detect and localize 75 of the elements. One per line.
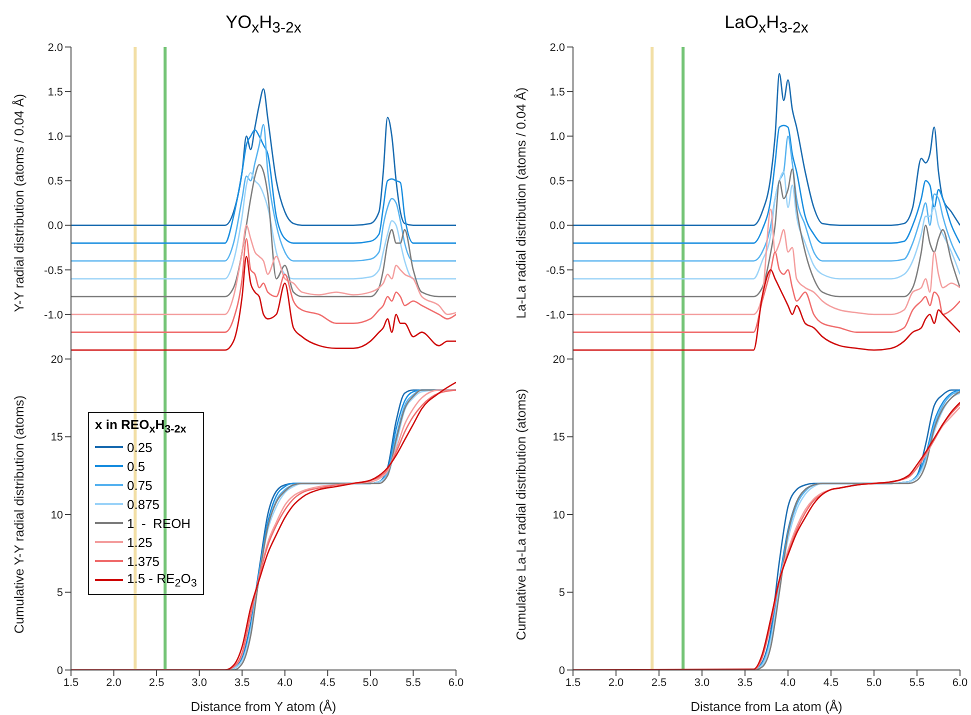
y-tick-label: 20: [50, 354, 63, 366]
line-series: [573, 171, 960, 280]
line-series: [71, 124, 456, 262]
legend-title: x in REO$_{x}$H$_{3-2x}$: [95, 417, 188, 436]
legend-label: 1 - REOH: [127, 516, 191, 531]
x-tick-label: 5.5: [909, 676, 925, 689]
y-tick-label: 20: [552, 354, 565, 366]
y-tick-label: 0.5: [48, 176, 63, 188]
x-tick-label: 5.0: [866, 676, 882, 689]
x-tick-label: 4.5: [320, 676, 336, 689]
line-series: [573, 269, 960, 351]
line-series: [573, 124, 960, 244]
y-tick-label: 1.0: [550, 131, 565, 144]
line-series: [573, 168, 960, 298]
line-series: [71, 238, 456, 333]
y-tick-label: 5: [558, 587, 565, 600]
x-tick-label: 6.0: [952, 676, 968, 689]
x-tick-label: 4.0: [780, 676, 796, 689]
line-series: [71, 224, 456, 316]
y-tick-label: 10: [552, 509, 565, 522]
y-axis-title: Cumulative La-La radial distribution (atoms): [514, 388, 528, 640]
y-tick-label: 10: [50, 509, 63, 522]
line-series: [71, 256, 456, 351]
x-tick-label: 4.0: [277, 676, 293, 689]
x-axis-title: Distance from La atom (Å): [690, 699, 842, 714]
line-series: [573, 135, 960, 262]
x-tick-label: 2.0: [608, 676, 624, 689]
y-tick-label: -0.5: [44, 264, 63, 277]
line-series: [573, 251, 960, 333]
line-series: [71, 164, 456, 298]
line-series: [71, 129, 456, 244]
line-series: [573, 73, 960, 226]
legend-label: 0.5: [127, 458, 146, 474]
y-tick-label: -0.5: [546, 264, 565, 277]
line-series: [71, 172, 456, 280]
y-axis-title: Cumulative Y-Y radial distribution (atoms): [12, 395, 26, 634]
y-tick-label: 0.0: [550, 220, 565, 232]
x-tick-label: 3.5: [234, 676, 250, 689]
x-tick-label: 2.5: [651, 676, 667, 689]
y-axis-title: Y-Y radial distribution (atoms / 0.04 Å): [12, 94, 26, 312]
y-tick-label: 0: [558, 664, 565, 677]
line-series: [71, 88, 456, 226]
legend-label: 0.75: [127, 478, 152, 493]
line-series: [573, 208, 960, 316]
x-tick-label: 2.0: [106, 676, 122, 689]
y-tick-label: 1.0: [48, 131, 63, 144]
y-tick-label: 1.5: [48, 86, 63, 98]
y-tick-label: 15: [50, 432, 63, 444]
y-tick-label: 0.0: [48, 220, 63, 232]
y-tick-label: 2.0: [48, 42, 63, 54]
x-tick-label: 5.5: [406, 676, 421, 689]
y-tick-label: 1.5: [550, 86, 565, 98]
y-axis-title: La-La radial distribution (atoms / 0.04 Å): [514, 87, 528, 319]
y-tick-label: 5: [56, 587, 63, 600]
y-tick-label: -1.0: [546, 309, 565, 322]
legend-label: 1.375: [127, 554, 160, 569]
x-tick-label: 5.0: [362, 676, 378, 689]
legend-label: 1.5 - RE$_{2}$O$_{3}$: [127, 570, 197, 590]
y-tick-label: 2.0: [550, 42, 565, 54]
x-tick-label: 3.0: [192, 676, 207, 689]
legend-label: 1.25: [127, 534, 152, 550]
legend-label: 0.25: [127, 440, 152, 455]
x-tick-label: 3.5: [737, 676, 753, 689]
chart-title: LaO$_{x}$H$_{3-2x}$: [724, 12, 810, 37]
y-tick-label: 15: [552, 432, 565, 444]
y-tick-label: 0: [56, 664, 63, 677]
x-tick-label: 2.5: [148, 676, 164, 689]
legend-label: 0.875: [127, 496, 160, 512]
y-tick-label: -1.0: [44, 309, 63, 322]
x-tick-label: 6.0: [448, 676, 464, 689]
x-axis-title: Distance from Y atom (Å): [190, 699, 336, 714]
x-tick-label: 4.5: [823, 676, 839, 689]
chart-title: YO$_{x}$H$_{3-2x}$: [224, 12, 302, 37]
y-tick-label: 0.5: [550, 176, 565, 188]
x-tick-label: 3.0: [694, 676, 710, 689]
